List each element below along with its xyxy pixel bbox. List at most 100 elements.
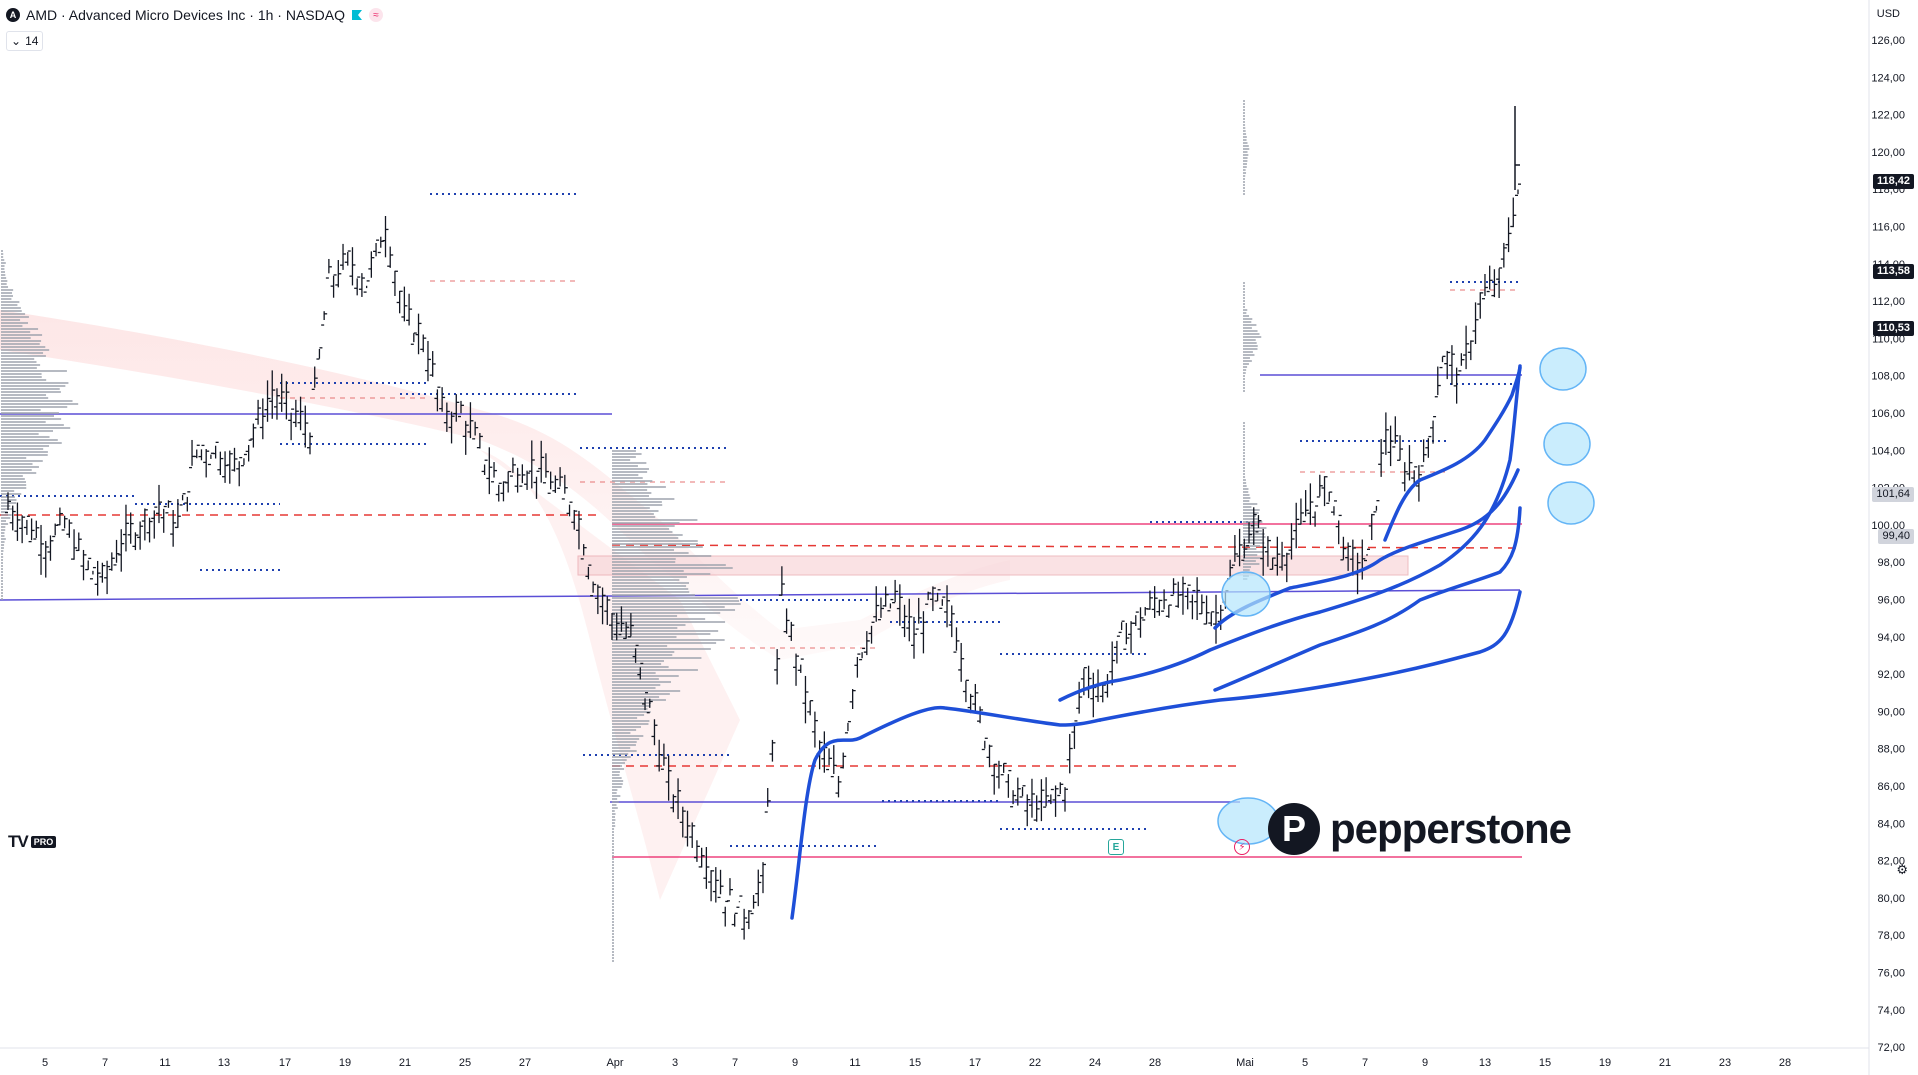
ohlc-bar (1467, 340, 1474, 361)
profile-bar (612, 525, 675, 527)
profile-bar (612, 735, 644, 737)
x-tick-label: 28 (1779, 1057, 1791, 1069)
ohlc-bar (410, 332, 417, 345)
profile-bar (612, 555, 712, 557)
x-tick-label: 9 (1422, 1057, 1428, 1069)
ohlc-bar (826, 748, 833, 771)
profile-bar (612, 777, 622, 779)
ohlc-bar (552, 475, 559, 493)
ohlc-bar (623, 621, 630, 640)
ohlc-bar (311, 366, 318, 390)
profile-bar (1, 379, 47, 381)
ohlc-bar (1170, 578, 1177, 597)
ohlc-bar (1099, 684, 1106, 703)
profile-bar (1, 478, 25, 480)
ohlc-bar (1090, 672, 1097, 718)
ohlc-bar (1274, 536, 1281, 576)
profile-bar (1243, 136, 1247, 138)
flag-icon[interactable] (351, 9, 363, 21)
profile-bar (612, 795, 621, 797)
profile-bar (612, 606, 725, 608)
profile-bar (612, 618, 706, 620)
profile-bar (1243, 425, 1245, 427)
profile-bar (612, 540, 698, 542)
lightning-icon[interactable]: ⚡ (1234, 839, 1250, 855)
ohlc-bar (316, 347, 323, 360)
ohlc-bar (1043, 777, 1050, 808)
profile-bar (1, 313, 26, 315)
profile-bar (1, 442, 62, 444)
profile-bar (612, 723, 649, 725)
profile-bar (1, 316, 29, 318)
symbol-header[interactable]: A AMD · Advanced Micro Devices Inc · 1h … (6, 4, 383, 26)
x-axis[interactable]: 5 7 11 13 17 19 21 25 27 Apr 3 7 9 11 15 17 22 24 28 Mai 5 7 9… (42, 1057, 1791, 1069)
ohlc-bar (575, 510, 582, 550)
profile-bar (1243, 375, 1245, 377)
tradingview-watermark[interactable]: TV PRO (8, 832, 57, 852)
profile-bar (1243, 115, 1245, 117)
profile-bar (612, 855, 614, 857)
y-tick-label: 110,00 (1872, 333, 1905, 345)
ohlc-bar (1345, 542, 1352, 571)
ohlc-bar (793, 653, 800, 686)
profile-bar (1, 490, 15, 492)
ohlc-bar (1401, 462, 1408, 492)
profile-bar (1243, 366, 1248, 368)
ohlc-bar (127, 512, 134, 544)
pro-badge: PRO (30, 836, 57, 848)
volume-indicator-toggle[interactable]: ⌄ 14 (6, 31, 44, 51)
profile-bar (1, 361, 37, 363)
profile-bar (1, 445, 50, 447)
profile-bar (1, 403, 79, 405)
profile-bar (1243, 354, 1255, 356)
ohlc-bar (877, 597, 884, 621)
profile-bar (1, 487, 27, 489)
profile-bar (612, 813, 616, 815)
ohlc-bar (1496, 267, 1503, 298)
profile-bar (612, 486, 666, 488)
profile-bar (612, 558, 676, 560)
ohlc-bar (1515, 183, 1521, 197)
profile-bar (1243, 342, 1257, 344)
profile-bar (1243, 518, 1258, 520)
profile-bar (612, 846, 614, 848)
profile-bar (1243, 449, 1245, 451)
profile-bar (1, 367, 37, 369)
pink-band (0, 310, 1010, 660)
price-tag-high: 113,58 (1872, 264, 1914, 279)
ohlc-bar (340, 243, 347, 270)
ohlc-bar (307, 432, 313, 455)
x-tick-label: 15 (909, 1057, 921, 1069)
profile-bar (612, 537, 679, 539)
profile-bar (612, 597, 738, 599)
profile-bar (1, 286, 9, 288)
profile-bar (1243, 312, 1247, 314)
earnings-icon[interactable]: E (1108, 839, 1124, 855)
profile-bar (1243, 539, 1263, 541)
profile-bar (612, 678, 659, 680)
gear-icon[interactable]: ⚙ (1896, 862, 1908, 877)
profile-bar (612, 708, 648, 710)
volume-profiles (1, 100, 1267, 962)
profile-bar (612, 699, 666, 701)
approx-icon[interactable]: ≈ (369, 8, 383, 22)
ohlc-bar (835, 775, 842, 798)
currency-label[interactable]: USD (1876, 8, 1900, 20)
ohlc-bar (986, 744, 993, 768)
profile-bar (1243, 145, 1249, 147)
profile-bar (1, 586, 3, 588)
profile-bar (612, 561, 676, 563)
profile-bar (1243, 506, 1252, 508)
ohlc-bar (1510, 197, 1517, 228)
profile-bar (1, 406, 68, 408)
ohlc-bar (1453, 367, 1460, 404)
ohlc-bar (981, 737, 988, 751)
symbol-title[interactable]: AMD · Advanced Micro Devices Inc · 1h · … (26, 7, 345, 23)
profile-bar (1, 439, 58, 441)
profile-bar (612, 504, 663, 506)
profile-bar (1, 382, 69, 384)
circle-96 (1221, 571, 1271, 617)
profile-bar (612, 849, 614, 851)
profile-bar (1243, 557, 1262, 559)
